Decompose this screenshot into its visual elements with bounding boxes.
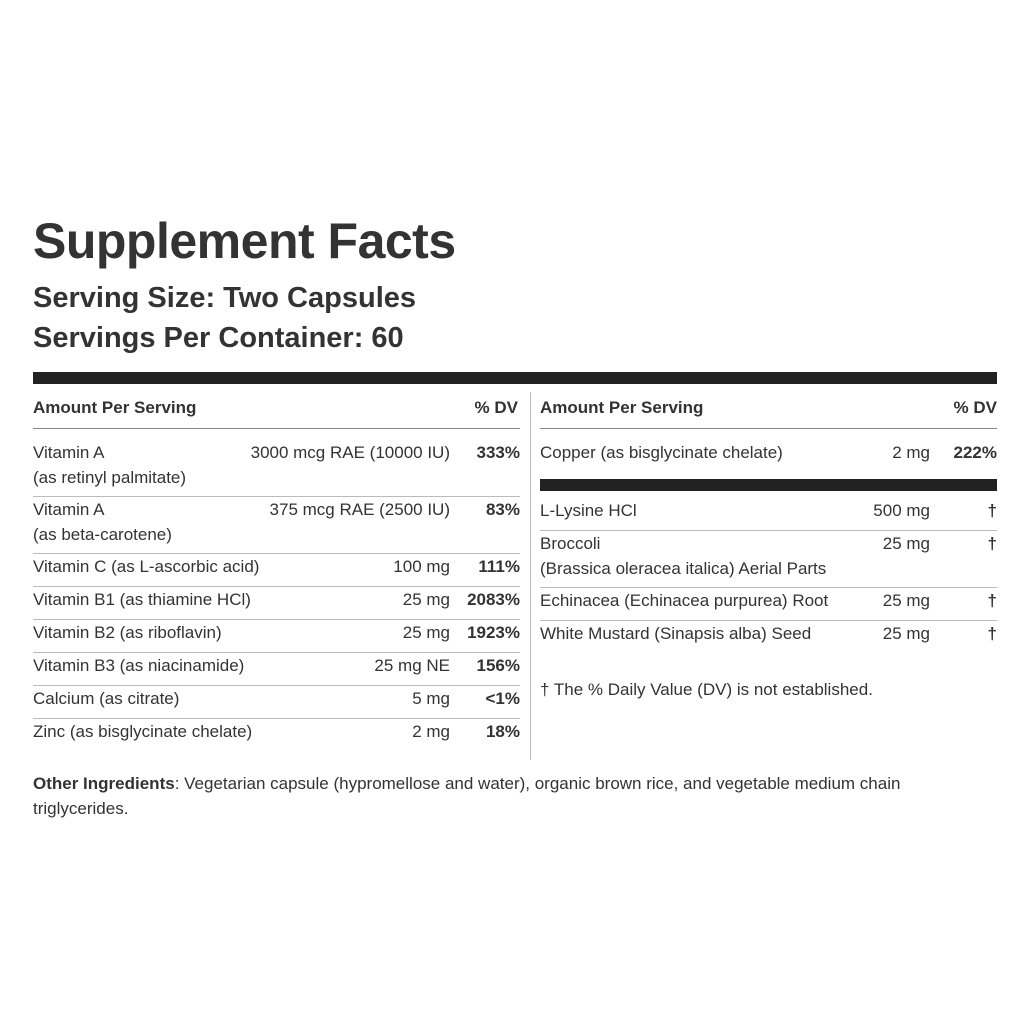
nutrient-row: Vitamin C (as L-ascorbic acid) 100 mg 111% xyxy=(33,554,520,587)
thick-rule xyxy=(540,479,997,491)
nutrient-name: White Mustard (Sinapsis alba) Seed xyxy=(540,624,812,643)
daily-value: 83% xyxy=(485,500,520,519)
daily-value: 222% xyxy=(953,443,997,462)
amount: 25 mg xyxy=(882,591,930,610)
nutrient-row: Broccoli (Brassica oleracea italica) Aeri… xyxy=(540,531,997,588)
amount: 2 mg xyxy=(412,722,450,741)
daily-value: 111% xyxy=(478,557,520,576)
amount: 2 mg xyxy=(892,443,930,462)
column-header: % DV xyxy=(474,398,518,417)
amount: 25 mg xyxy=(402,590,450,609)
nutrient-name: (Brassica oleracea italica) Aerial Parts xyxy=(540,559,827,578)
daily-value: † xyxy=(987,624,997,643)
other-ingredients-text: : Vegetarian capsule (hypromellose and w… xyxy=(33,774,901,818)
amount: 25 mg xyxy=(882,534,930,553)
nutrient-name: Echinacea (Echinacea purpurea) Root xyxy=(540,591,829,610)
daily-value: 2083% xyxy=(467,590,520,609)
daily-value: <1% xyxy=(485,689,521,708)
nutrient-name: Broccoli xyxy=(540,534,601,553)
column-header: Amount Per Serving xyxy=(540,398,704,417)
nutrient-name: (as beta-carotene) xyxy=(33,525,172,544)
nutrient-row: L-Lysine HCl 500 mg † xyxy=(540,498,997,531)
nutrient-name: Vitamin A xyxy=(33,500,105,519)
daily-value: † xyxy=(987,534,997,553)
daily-value: 18% xyxy=(485,722,520,741)
nutrient-name: Vitamin B2 (as riboflavin) xyxy=(33,623,222,642)
amount: 25 mg xyxy=(402,623,450,642)
other-ingredients-label: Other Ingredients xyxy=(33,774,175,793)
header-rule xyxy=(33,428,520,429)
amount: 3000 mcg RAE (10000 IU) xyxy=(250,443,450,462)
daily-value: 156% xyxy=(476,656,520,675)
nutrient-row: Vitamin B1 (as thiamine HCl) 25 mg 2083% xyxy=(33,587,520,620)
daily-value: † xyxy=(987,591,997,610)
nutrient-name: Vitamin B3 (as niacinamide) xyxy=(33,656,245,675)
column-divider xyxy=(530,392,531,760)
nutrient-row: Vitamin B2 (as riboflavin) 25 mg 1923% xyxy=(33,620,520,653)
daily-value: 1923% xyxy=(467,623,520,642)
nutrient-name: Zinc (as bisglycinate chelate) xyxy=(33,722,253,741)
thick-rule xyxy=(33,372,997,384)
nutrient-name: Vitamin B1 (as thiamine HCl) xyxy=(33,590,251,609)
daily-value: † xyxy=(987,501,997,520)
amount: 375 mcg RAE (2500 IU) xyxy=(269,500,450,519)
footnote: † The % Daily Value (DV) is not establis… xyxy=(540,680,873,699)
nutrient-row: Vitamin B3 (as niacinamide) 25 mg NE 156% xyxy=(33,653,520,686)
nutrient-row: Zinc (as bisglycinate chelate) 2 mg 18% xyxy=(33,719,520,751)
daily-value: 333% xyxy=(476,443,520,462)
nutrient-name: L-Lysine HCl xyxy=(540,501,637,520)
other-ingredients: Other Ingredients: Vegetarian capsule (h… xyxy=(33,771,933,821)
title: Supplement Facts xyxy=(33,213,456,269)
nutrient-row: Echinacea (Echinacea purpurea) Root 25 mg… xyxy=(540,588,997,621)
nutrient-row: Vitamin A (as retinyl palmitate) 3000 mcg … xyxy=(33,440,520,497)
nutrient-name: Calcium (as citrate) xyxy=(33,689,180,708)
nutrient-name: (as retinyl palmitate) xyxy=(33,468,187,487)
servings-per-container: Servings Per Container: 60 xyxy=(33,322,404,354)
amount: 25 mg NE xyxy=(374,656,450,675)
serving-size: Serving Size: Two Capsules xyxy=(33,282,417,314)
header-rule xyxy=(540,428,997,429)
amount: 5 mg xyxy=(412,689,450,708)
column-header: % DV xyxy=(953,398,997,417)
nutrient-row: Calcium (as citrate) 5 mg <1% xyxy=(33,686,520,719)
nutrient-row: Copper (as bisglycinate chelate) 2 mg 222% xyxy=(540,440,997,472)
nutrient-row: Vitamin A (as beta-carotene) 375 mcg RAE (… xyxy=(33,497,520,554)
amount: 100 mg xyxy=(393,557,450,576)
amount: 500 mg xyxy=(873,501,930,520)
nutrient-name: Vitamin C (as L-ascorbic acid) xyxy=(33,557,260,576)
nutrient-row: White Mustard (Sinapsis alba) Seed 25 mg † xyxy=(540,621,997,653)
column-header: Amount Per Serving xyxy=(33,398,197,417)
nutrient-name: Copper (as bisglycinate chelate) xyxy=(540,443,783,462)
nutrient-name: Vitamin A xyxy=(33,443,105,462)
amount: 25 mg xyxy=(882,624,930,643)
